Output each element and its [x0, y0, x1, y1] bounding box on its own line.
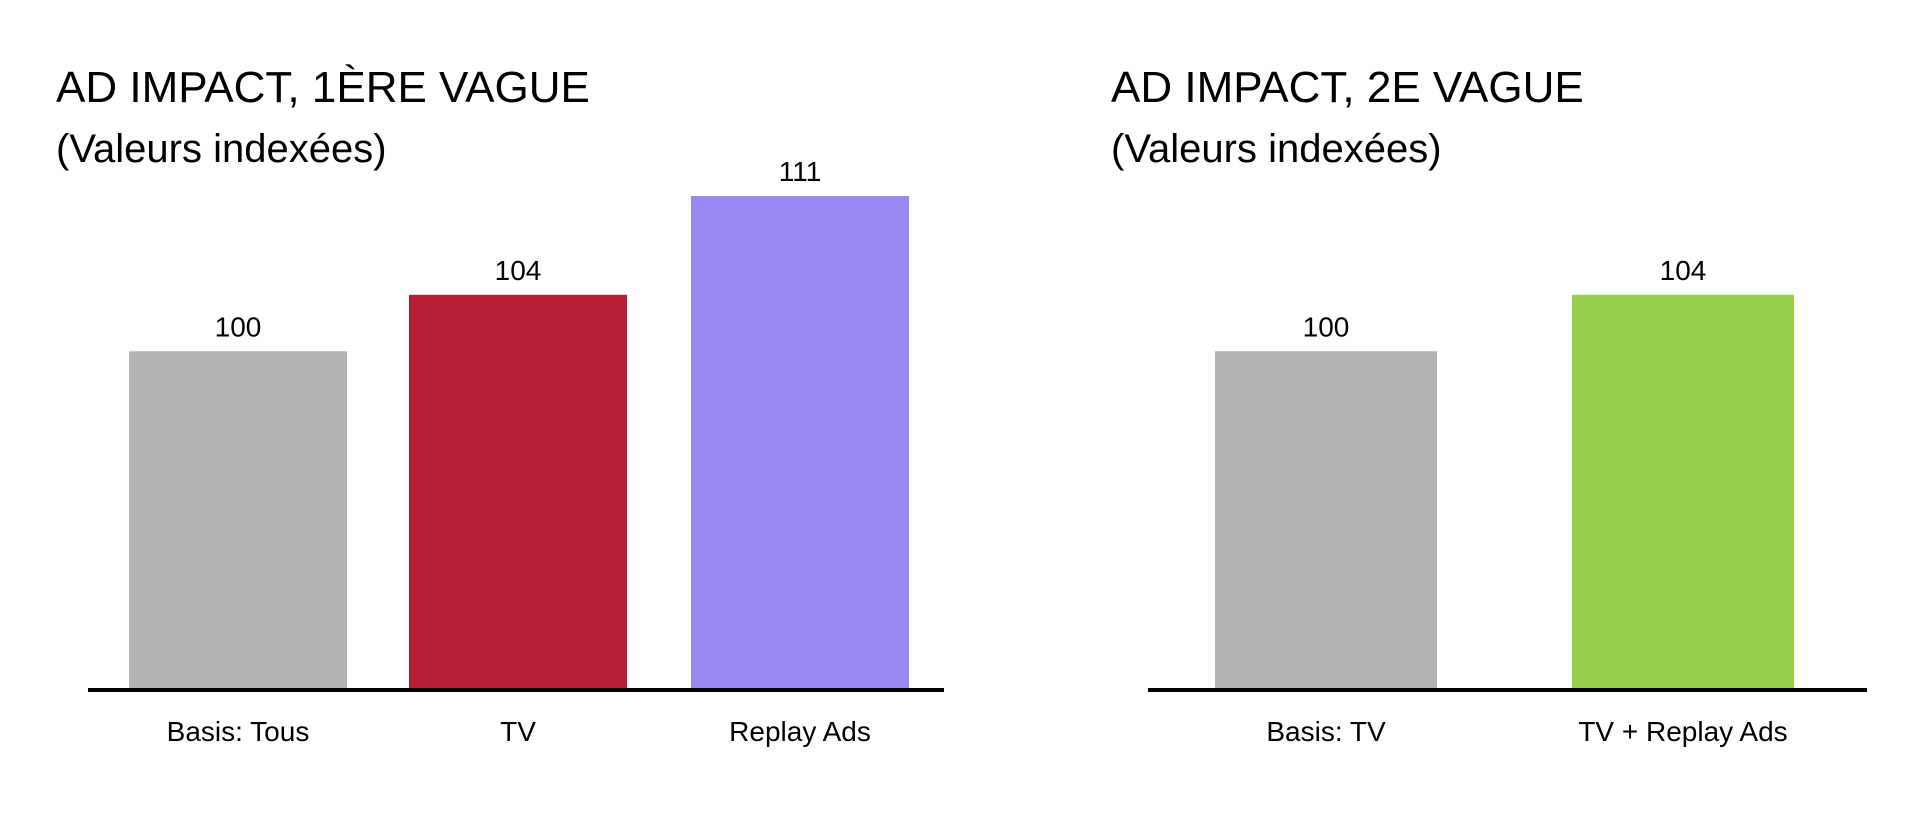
chart-wave-1: AD IMPACT, 1ÈRE VAGUE (Valeurs indexées)… — [56, 63, 944, 747]
chart-subtitle: (Valeurs indexées) — [56, 127, 387, 171]
bar-tv-replay-ads — [1572, 294, 1794, 690]
data-label: 104 — [1660, 255, 1707, 286]
category-label: Replay Ads — [729, 716, 871, 747]
category-label: TV + Replay Ads — [1578, 716, 1787, 747]
category-label: Basis: Tous — [167, 716, 310, 747]
bar-replay-ads — [691, 196, 909, 690]
data-label: 111 — [779, 156, 822, 187]
category-label: TV — [500, 716, 536, 747]
chart-title: AD IMPACT, 2E VAGUE — [1111, 63, 1584, 112]
chart-wave-2: AD IMPACT, 2E VAGUE (Valeurs indexées) 1… — [1055, 0, 1920, 824]
data-label: 100 — [215, 311, 262, 342]
chart-title: AD IMPACT, 1ÈRE VAGUE — [56, 63, 590, 112]
bar-plot-wave-1: 100 Basis: Tous 104 TV 111 Replay Ads — [88, 156, 944, 747]
data-label: 100 — [1303, 311, 1350, 342]
data-label: 104 — [495, 255, 542, 286]
category-label: Basis: TV — [1266, 716, 1386, 747]
bar-tv — [409, 294, 627, 690]
bar-basis-tv — [1215, 351, 1437, 690]
bar-basis-tous — [129, 351, 347, 690]
bar-plot-wave-2: 100 Basis: TV 104 TV + Replay Ads — [1148, 255, 1867, 747]
chart-subtitle: (Valeurs indexées) — [1111, 127, 1442, 171]
